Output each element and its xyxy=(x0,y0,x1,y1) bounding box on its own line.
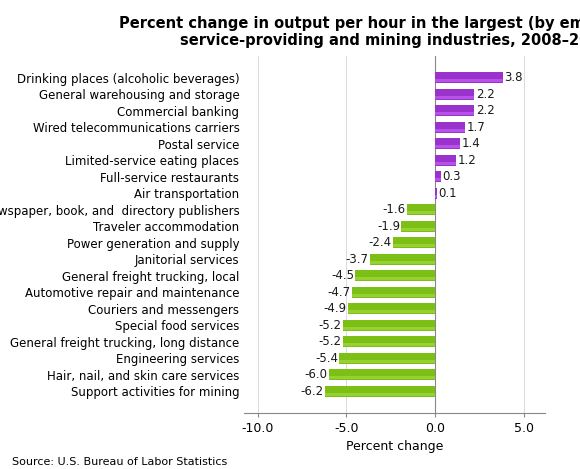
Bar xyxy=(339,353,435,363)
Text: -2.4: -2.4 xyxy=(368,236,391,249)
Text: 2.2: 2.2 xyxy=(476,104,494,117)
Text: -4.9: -4.9 xyxy=(324,302,347,315)
Bar xyxy=(369,254,435,265)
Text: 0.1: 0.1 xyxy=(438,187,457,200)
Text: 1.2: 1.2 xyxy=(458,154,477,167)
Bar xyxy=(435,73,503,83)
Bar xyxy=(329,369,435,380)
Bar xyxy=(435,96,474,99)
Bar xyxy=(435,195,437,198)
Bar xyxy=(407,211,435,214)
Text: -6.2: -6.2 xyxy=(300,385,324,398)
Bar xyxy=(343,320,435,331)
Bar xyxy=(435,172,441,182)
Bar xyxy=(435,178,441,182)
Bar xyxy=(435,129,465,132)
Bar xyxy=(356,270,435,281)
Text: -1.9: -1.9 xyxy=(377,220,400,233)
Bar xyxy=(401,228,435,231)
Bar xyxy=(348,310,435,313)
Bar xyxy=(435,155,456,166)
Text: -5.4: -5.4 xyxy=(315,352,338,365)
Text: Source: U.S. Bureau of Labor Statistics: Source: U.S. Bureau of Labor Statistics xyxy=(12,457,227,467)
Bar xyxy=(435,89,474,100)
Text: 2.2: 2.2 xyxy=(476,88,494,101)
Text: -5.2: -5.2 xyxy=(318,335,342,348)
Bar xyxy=(435,106,474,116)
Bar xyxy=(435,79,503,83)
Bar xyxy=(435,112,474,115)
Bar xyxy=(393,237,435,248)
Bar xyxy=(352,294,435,297)
Bar xyxy=(435,162,456,165)
Bar xyxy=(343,336,435,347)
Text: 1.7: 1.7 xyxy=(467,121,485,134)
Text: -5.2: -5.2 xyxy=(318,319,342,332)
Text: -6.0: -6.0 xyxy=(304,368,327,381)
Text: 0.3: 0.3 xyxy=(442,170,461,183)
Bar xyxy=(325,393,435,396)
Bar xyxy=(435,145,460,148)
Bar xyxy=(407,204,435,215)
Text: -1.6: -1.6 xyxy=(382,203,405,216)
Title: Percent change in output per hour in the largest (by employment)
service-providi: Percent change in output per hour in the… xyxy=(119,16,580,48)
Text: -4.7: -4.7 xyxy=(327,286,350,299)
Text: 1.4: 1.4 xyxy=(462,137,480,150)
Bar xyxy=(339,360,435,363)
Text: -3.7: -3.7 xyxy=(345,253,368,266)
Bar xyxy=(393,244,435,247)
Bar xyxy=(348,303,435,314)
Bar xyxy=(325,386,435,396)
Text: -4.5: -4.5 xyxy=(331,269,354,282)
Bar xyxy=(343,327,435,330)
X-axis label: Percent change: Percent change xyxy=(346,440,443,454)
Bar xyxy=(401,221,435,232)
Bar xyxy=(435,122,465,133)
Text: 3.8: 3.8 xyxy=(504,71,523,84)
Bar xyxy=(352,287,435,297)
Bar xyxy=(329,376,435,379)
Bar xyxy=(369,261,435,264)
Bar xyxy=(435,138,460,149)
Bar xyxy=(435,188,437,199)
Bar xyxy=(343,343,435,346)
Bar xyxy=(356,277,435,280)
